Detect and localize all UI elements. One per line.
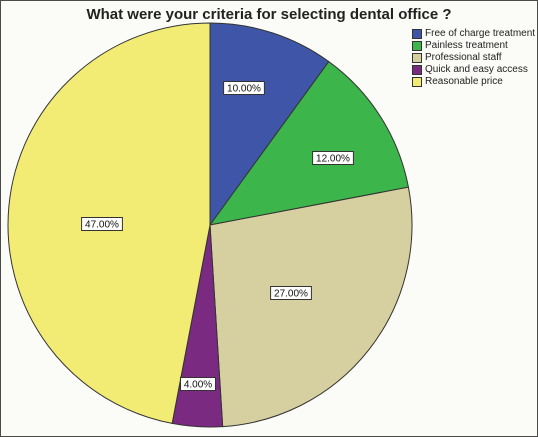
data-label: 10.00% xyxy=(223,81,265,95)
pie-slice-free-of-charge-treatment xyxy=(209,22,330,227)
data-label-box xyxy=(81,217,123,231)
legend-label: Painless treatment xyxy=(425,40,508,51)
legend-item: Reasonable price xyxy=(412,76,535,88)
legend-label: Quick and easy access xyxy=(425,64,528,75)
data-label-text: 12.00% xyxy=(316,154,350,165)
legend-swatch xyxy=(412,53,422,63)
legend-swatch xyxy=(412,41,422,51)
legend-swatch xyxy=(412,65,422,75)
data-label: 27.00% xyxy=(270,286,312,300)
pie-slice-painless-treatment xyxy=(208,60,410,226)
legend-label: Professional staff xyxy=(425,52,502,63)
legend-item: Quick and easy access xyxy=(412,64,535,76)
data-label-text: 27.00% xyxy=(274,289,308,300)
data-label-box xyxy=(312,151,354,165)
pie-slices xyxy=(7,22,413,428)
data-label-box xyxy=(223,81,265,95)
data-labels: 10.00% 12.00% 27.00% 4.00% 47.00% xyxy=(81,81,354,391)
data-label-text: 47.00% xyxy=(85,220,119,231)
legend: Free of charge treatment Painless treatme… xyxy=(412,28,535,88)
legend-label: Free of charge treatment xyxy=(425,28,536,39)
data-label-box xyxy=(180,377,216,391)
legend-item: Free of charge treatment xyxy=(412,28,535,40)
legend-item: Painless treatment xyxy=(412,40,535,52)
legend-swatch xyxy=(412,29,422,39)
legend-swatch xyxy=(412,77,422,87)
data-label: 4.00% xyxy=(180,377,216,391)
data-label-text: 4.00% xyxy=(184,380,212,391)
data-label: 12.00% xyxy=(312,151,354,165)
legend-label: Reasonable price xyxy=(425,76,503,87)
legend-item: Professional staff xyxy=(412,52,535,64)
data-label-text: 10.00% xyxy=(227,84,261,95)
data-label: 47.00% xyxy=(81,217,123,231)
pie-slice-professional-staff xyxy=(209,186,413,428)
data-label-box xyxy=(270,286,312,300)
chart-title: What were your criteria for selecting de… xyxy=(86,6,452,23)
